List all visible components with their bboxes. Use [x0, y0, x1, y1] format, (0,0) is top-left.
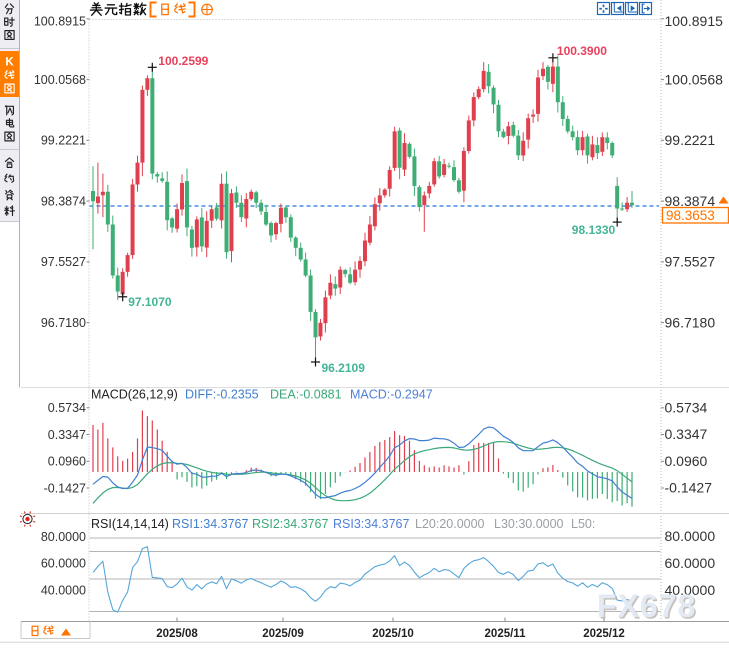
svg-text:RSI1:34.3767: RSI1:34.3767 — [172, 517, 248, 531]
svg-text:98.3653: 98.3653 — [666, 208, 715, 223]
svg-text:MACD:-0.2947: MACD:-0.2947 — [350, 388, 433, 402]
svg-text:L20:20.0000: L20:20.0000 — [415, 517, 485, 531]
svg-text:60.0000: 60.0000 — [41, 557, 86, 571]
svg-text:100.0568: 100.0568 — [34, 73, 86, 87]
svg-text:99.2221: 99.2221 — [41, 134, 86, 148]
svg-text:RSI3:34.3767: RSI3:34.3767 — [333, 517, 409, 531]
svg-text:DIFF:-0.2355: DIFF:-0.2355 — [185, 388, 259, 402]
svg-text:97.5527: 97.5527 — [665, 254, 716, 270]
svg-text:96.7180: 96.7180 — [665, 314, 716, 330]
svg-text:40.0000: 40.0000 — [41, 584, 86, 598]
svg-text:98.1330: 98.1330 — [572, 223, 616, 237]
svg-text:100.3900: 100.3900 — [557, 44, 607, 58]
svg-text:K: K — [5, 57, 14, 69]
svg-text:100.8915: 100.8915 — [665, 13, 724, 29]
svg-text:2025/12: 2025/12 — [583, 628, 625, 640]
svg-text:DEA:-0.0881: DEA:-0.0881 — [270, 388, 342, 402]
svg-text:100.0568: 100.0568 — [665, 71, 724, 87]
svg-text:2025/08: 2025/08 — [156, 628, 198, 640]
svg-text:FX678: FX678 — [599, 590, 698, 626]
svg-text:97.1070: 97.1070 — [128, 295, 172, 309]
svg-text:MACD(26,12,9): MACD(26,12,9) — [91, 388, 178, 402]
svg-text:0.5734: 0.5734 — [665, 400, 708, 416]
svg-text:99.2221: 99.2221 — [665, 132, 716, 148]
svg-text:60.0000: 60.0000 — [665, 555, 716, 571]
svg-text:98.3874: 98.3874 — [665, 193, 716, 209]
svg-text:RSI2:34.3767: RSI2:34.3767 — [252, 517, 328, 531]
svg-text:80.0000: 80.0000 — [665, 528, 716, 544]
svg-text:98.3874: 98.3874 — [41, 194, 86, 208]
svg-text:-0.1427: -0.1427 — [665, 480, 713, 496]
svg-text:40.0000: 40.0000 — [665, 582, 716, 598]
svg-text:FX678: FX678 — [597, 588, 696, 624]
svg-text:0.5734: 0.5734 — [48, 401, 86, 415]
svg-text:L50:: L50: — [571, 517, 595, 531]
svg-text:L30:30.0000: L30:30.0000 — [494, 517, 564, 531]
svg-text:RSI(14,14,14): RSI(14,14,14) — [91, 517, 169, 531]
svg-text:0.3347: 0.3347 — [48, 428, 86, 442]
svg-text:2025/09: 2025/09 — [262, 628, 304, 640]
svg-text:96.7180: 96.7180 — [41, 316, 86, 330]
svg-text:80.0000: 80.0000 — [41, 530, 86, 544]
svg-text:0.0960: 0.0960 — [665, 453, 708, 469]
svg-text:2025/11: 2025/11 — [485, 628, 527, 640]
svg-text:100.2599: 100.2599 — [158, 54, 208, 68]
svg-text:0.3347: 0.3347 — [665, 426, 708, 442]
svg-text:-0.1427: -0.1427 — [44, 481, 86, 495]
svg-text:97.5527: 97.5527 — [41, 255, 86, 269]
svg-text:0.0960: 0.0960 — [48, 455, 86, 469]
svg-text:96.2109: 96.2109 — [322, 361, 366, 375]
svg-text:2025/10: 2025/10 — [372, 628, 414, 640]
svg-text:100.8915: 100.8915 — [34, 15, 86, 29]
